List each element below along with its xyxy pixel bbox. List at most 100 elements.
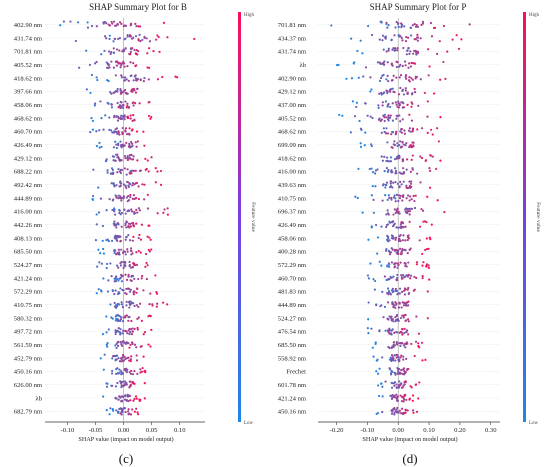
panel-c-shap-point [120,380,124,383]
panel-d-shap-point [428,65,431,68]
panel-c-shap-point [149,345,152,348]
panel-d-shap-point [387,47,390,50]
panel-c-shap-point [90,73,94,77]
panel-c-shap-point [111,22,114,25]
panel-d-shap-point [390,196,393,200]
panel-c-shap-point [116,87,119,91]
panel-d-shap-point [398,287,402,290]
panel-d-shap-point [437,140,440,143]
panel-d-shap-point [404,40,408,43]
panel-d-shap-point [379,119,382,123]
panel-c-shap-point [117,117,120,120]
panel-d-shap-point [400,382,403,385]
panel-c-shap-point [116,381,119,385]
panel-d-shap-point [439,78,442,81]
panel-d-shap-point [380,131,383,134]
panel-d-shap-point [380,382,383,385]
panel-c-shap-point [154,167,157,170]
panel-c-shap-point [113,220,116,223]
panel-d-shap-point [397,194,401,197]
panel-c-shap-point [158,50,161,54]
panel-d-shap-point [412,52,415,55]
panel-c-shap-point [115,146,119,150]
panel-c-shap-point [86,26,90,29]
panel-c-shap-point [92,168,95,171]
panel-d-shap-point [411,409,415,412]
panel-d-shap-point [405,357,408,360]
panel-d-shap-point [367,301,370,304]
panel-c-feature-label: 442.26 nm [14,222,43,229]
panel-c-shap-point [120,62,124,65]
panel-d-shap-point [380,155,383,158]
panel-d-shap-point [414,75,417,78]
panel-c-shap-point [116,264,119,267]
panel-d-shap-point [391,248,394,251]
panel-d-shap-point [410,77,413,80]
panel-d-shap-point [416,39,419,42]
panel-d-shap-point [407,304,410,307]
panel-c-shap-point [140,319,143,322]
panel-c-shap-point [120,117,124,121]
panel-c-shap-point [136,78,140,81]
panel-d-shap-point [407,292,410,296]
panel-c-shap-point [120,225,123,228]
panel-c-shap-point [142,355,145,358]
panel-c-shap-point [118,368,121,371]
panel-c-shap-point [99,251,102,255]
panel-c-shap-point [118,211,121,215]
panel-d-shap-point [411,128,414,131]
panel-d-shap-point [426,131,429,134]
panel-c-shap-point [131,239,134,242]
panel-d-shap-point [394,316,397,319]
panel-d-shap-point [374,172,377,175]
panel-d-shap-point [422,261,425,264]
panel-d-shap-point [400,74,403,77]
panel-c-shap-point [131,184,134,187]
panel-c-shap-point [124,238,127,241]
panel-c-shap-point [106,345,109,348]
panel-c-shap-point [128,146,132,149]
panel-d-shap-point [386,74,389,77]
panel-c-shap-point [108,116,111,119]
panel-c-shap-point [120,248,123,251]
panel-d-shap-point [405,184,408,187]
panel-d-shap-point [393,407,396,410]
panel-d-shap-point [402,93,406,96]
panel-c-shap-point [147,78,151,81]
panel-d-shap-point [412,141,415,144]
panel-c-shap-point [155,38,158,41]
panel-d-shap-point [385,156,389,159]
panel-c-shap-point [118,315,121,318]
panel-c-shap-point [119,239,123,242]
panel-c-shap-point [105,385,109,388]
panel-d-shap-point [397,157,401,160]
panel-d-shap-point [391,78,394,82]
panel-c-shap-point [96,78,99,82]
panel-c-shap-point [137,25,140,28]
panel-d-shap-point [407,300,410,303]
panel-c-shap-point [126,35,129,38]
panel-d-shap-point [400,221,403,224]
panel-d-shap-point [350,77,354,80]
panel-d-shap-point [352,62,355,65]
panel-c-shap-point [133,397,136,401]
panel-d-shap-point [373,288,376,291]
panel-c-shap-point [128,53,132,56]
panel-d-shap-point [421,359,424,362]
panel-d-shap-point [427,264,430,267]
panel-d-xtick-label: 0.30 [485,427,497,434]
panel-c-shap-point [95,223,98,226]
panel-c-feature-label: 408.13 nm [14,235,43,242]
panel-c-shap-point [94,102,97,105]
panel-c-shap-point [118,37,122,40]
panel-d-shap-point [399,234,402,237]
panel-d-shap-point [403,381,406,384]
panel-c-shap-point [131,101,134,105]
panel-c-shap-point [126,332,129,335]
panel-c-shap-point [123,380,127,383]
panel-c-shap-point [138,102,141,105]
panel-d-shap-point [393,158,397,161]
panel-c-shap-point [116,329,119,332]
panel-d-shap-point [415,51,418,54]
panel-d-shap-point [401,333,404,336]
